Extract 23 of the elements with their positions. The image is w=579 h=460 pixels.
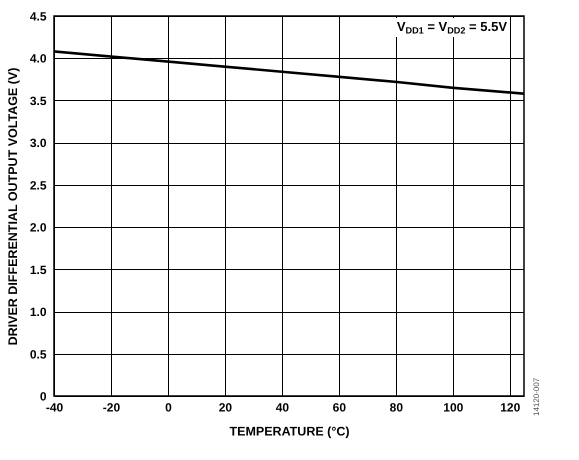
x-tick-label: 120 <box>500 400 521 414</box>
annotation: V$_{DD1}$ = V$_{DD2}$ = 5.5V <box>394 18 510 37</box>
x-tick-label: -20 <box>102 400 120 414</box>
x-tick-label: 0 <box>165 400 172 414</box>
y-tick-label: 4.0 <box>30 52 47 66</box>
y-tick-label: 1.0 <box>30 305 47 320</box>
x-tick-label: 60 <box>332 400 346 414</box>
x-axis-title: TEMPERATURE (°C) <box>229 424 350 438</box>
x-tick-label: 20 <box>218 400 232 414</box>
y-tick-label: 2.5 <box>30 178 47 192</box>
x-tick-label: 40 <box>276 400 290 414</box>
text: 14120-007 <box>532 378 541 416</box>
y-tick-label: 0.5 <box>30 347 47 362</box>
x-tick-label: -40 <box>46 400 64 414</box>
y-tick-label: 3.0 <box>30 136 47 150</box>
y-tick-label: 1.5 <box>30 262 47 277</box>
x-tick-label: 80 <box>390 400 404 414</box>
y-tick-label: 0 <box>40 390 47 404</box>
y-tick-label: 3.5 <box>30 94 47 108</box>
y-axis-title: DRIVER DIFFERENTIAL OUTPUT VOLTAGE (V) <box>6 68 20 346</box>
x-tick-label: 100 <box>443 400 464 414</box>
y-tick-label: 4.5 <box>30 10 47 24</box>
y-tick-label: 2.0 <box>30 220 47 235</box>
